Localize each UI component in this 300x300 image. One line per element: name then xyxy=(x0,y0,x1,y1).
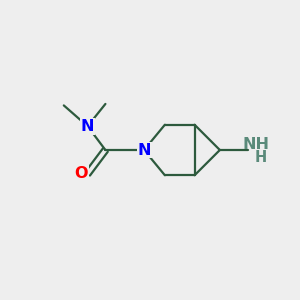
Text: N: N xyxy=(81,119,94,134)
Text: O: O xyxy=(74,166,88,181)
Text: H: H xyxy=(254,150,267,165)
Text: NH: NH xyxy=(242,136,269,152)
Text: N: N xyxy=(137,142,151,158)
